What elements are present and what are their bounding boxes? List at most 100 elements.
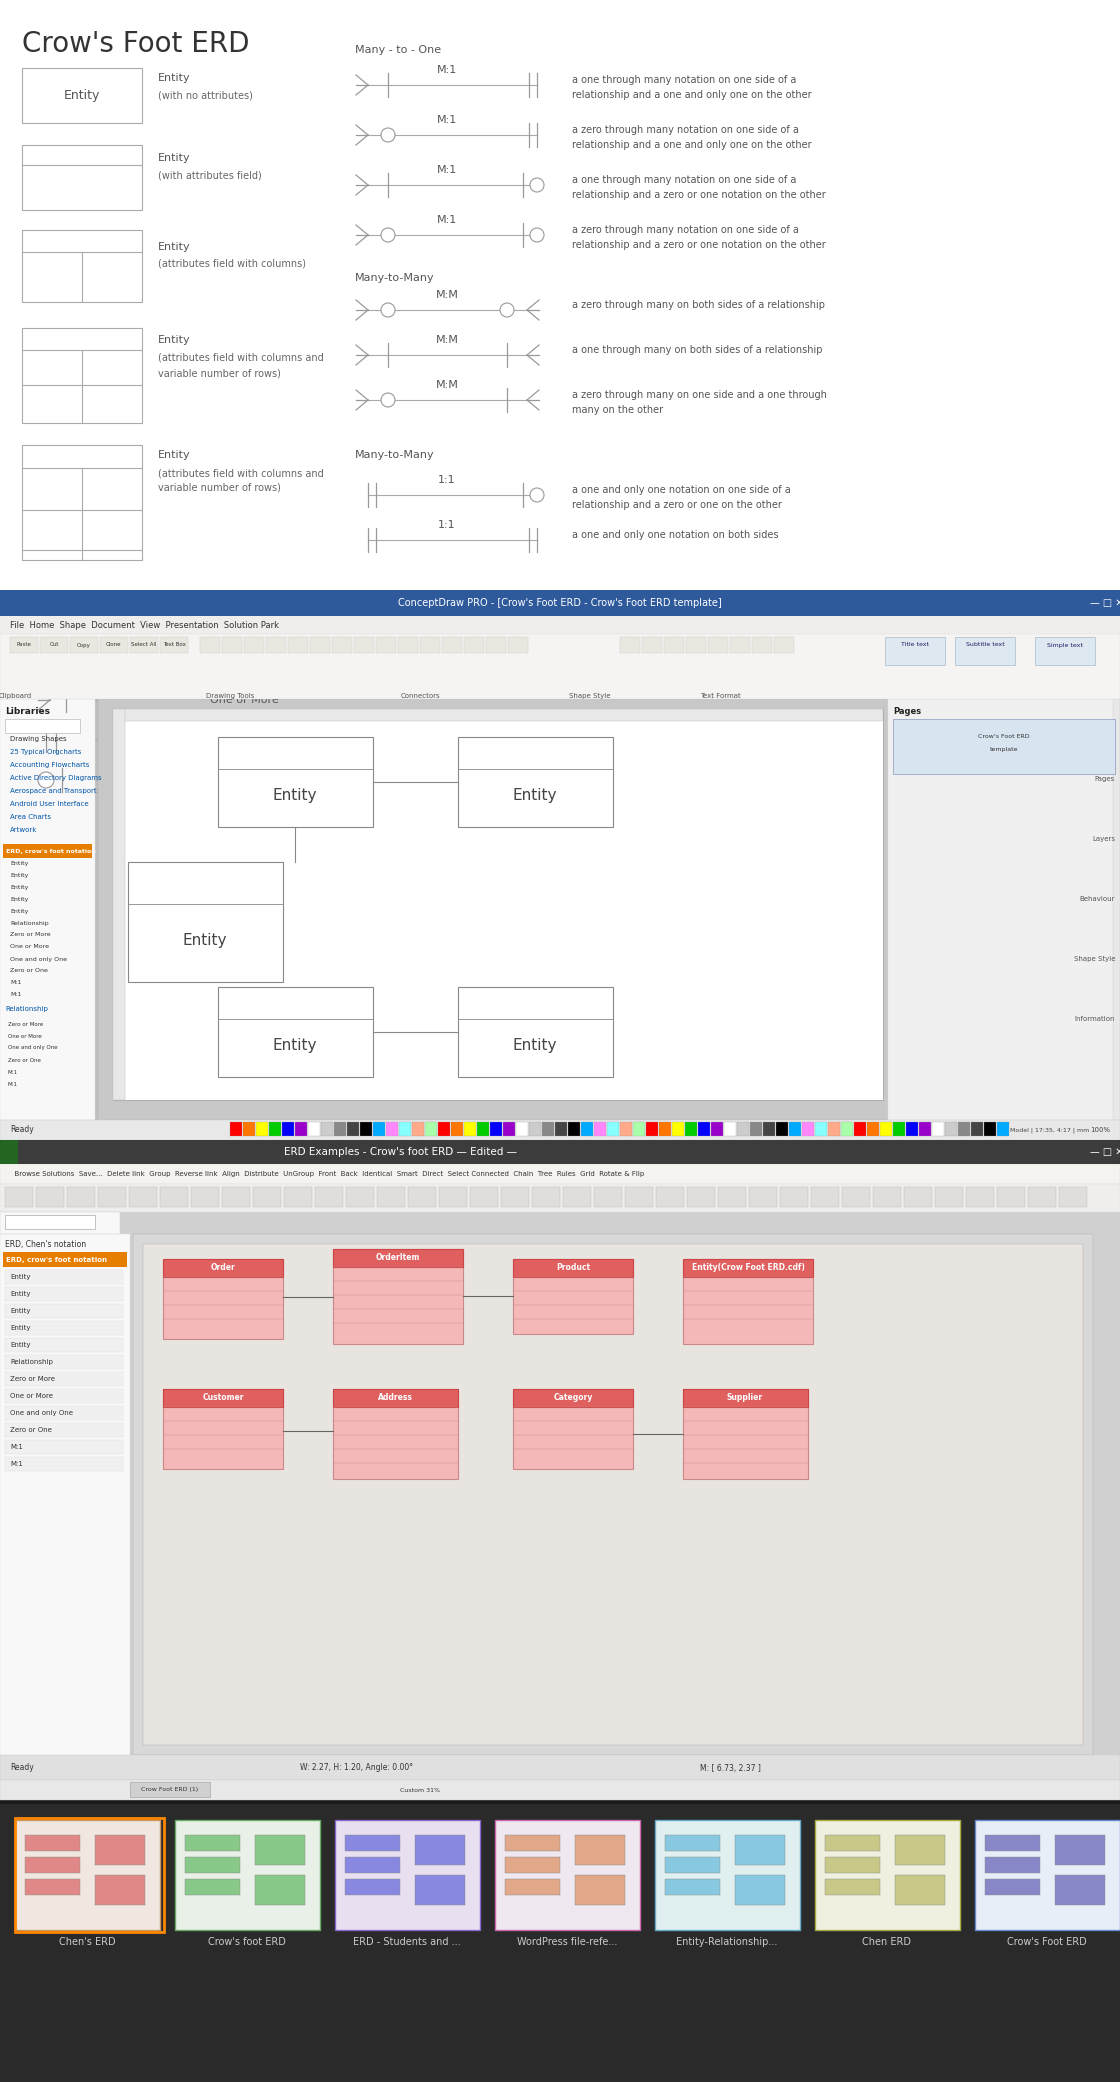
Bar <box>4 1441 123 1453</box>
Bar <box>895 1834 945 1865</box>
Bar <box>0 1212 120 1235</box>
Bar <box>4 1457 123 1472</box>
Bar <box>4 1216 95 1228</box>
Bar <box>439 1187 467 1208</box>
Text: ERD, crow's foot notation: ERD, crow's foot notation <box>6 1258 108 1264</box>
Bar <box>255 1834 305 1865</box>
Bar <box>22 146 142 210</box>
Bar <box>185 1834 240 1851</box>
Text: Many - to - One: Many - to - One <box>355 46 441 54</box>
Text: One or More: One or More <box>10 1393 53 1399</box>
Bar <box>828 1122 840 1137</box>
Text: a one through many notation on one side of a: a one through many notation on one side … <box>572 75 796 85</box>
Text: Entity: Entity <box>158 73 190 83</box>
Circle shape <box>500 304 514 316</box>
Text: Drawing Tools: Drawing Tools <box>206 693 254 700</box>
Circle shape <box>381 229 395 242</box>
Text: Custom 31%: Custom 31% <box>400 1788 440 1793</box>
Text: Pages: Pages <box>893 706 921 716</box>
Bar <box>885 637 945 664</box>
Bar <box>458 987 613 1076</box>
Text: a zero through many on both sides of a relationship: a zero through many on both sides of a r… <box>572 300 825 310</box>
Bar <box>25 1878 80 1895</box>
Bar <box>398 637 418 654</box>
Bar <box>67 1187 95 1208</box>
Text: (with no attributes): (with no attributes) <box>158 90 253 100</box>
Bar <box>25 1857 80 1874</box>
Bar <box>655 1820 800 1930</box>
Bar <box>253 1187 281 1208</box>
Text: Supplier: Supplier <box>727 1393 763 1403</box>
Bar <box>477 1122 489 1137</box>
Bar <box>501 1187 529 1208</box>
Bar <box>665 1857 720 1874</box>
Bar <box>0 1235 130 1780</box>
Bar <box>164 1260 283 1339</box>
Text: W: 2.27, H: 1.20, Angle: 0.00°: W: 2.27, H: 1.20, Angle: 0.00° <box>300 1763 413 1772</box>
Text: Customer: Customer <box>203 1393 244 1403</box>
Text: — □ ✕: — □ ✕ <box>1090 1147 1120 1158</box>
Circle shape <box>381 304 395 316</box>
Bar <box>625 1187 653 1208</box>
Bar <box>373 1122 385 1137</box>
Text: Entity: Entity <box>10 860 28 866</box>
Bar <box>825 1878 880 1895</box>
Bar <box>505 1834 560 1851</box>
Bar <box>532 1187 560 1208</box>
Bar <box>842 1187 870 1208</box>
Text: Order: Order <box>211 1264 235 1272</box>
Text: M:M: M:M <box>436 335 458 346</box>
Text: M:1: M:1 <box>437 214 457 225</box>
Text: (Cardinality and Modality): (Cardinality and Modality) <box>22 610 149 618</box>
Text: Chen's ERD: Chen's ERD <box>58 1936 115 1947</box>
Text: Chen ERD: Chen ERD <box>862 1936 912 1947</box>
Text: Entity: Entity <box>10 1274 30 1280</box>
Bar <box>386 1122 398 1137</box>
Bar <box>22 329 142 423</box>
Text: Relationships: Relationships <box>22 593 96 604</box>
Text: Entity: Entity <box>273 787 317 804</box>
Text: M:1: M:1 <box>10 1462 22 1468</box>
Bar <box>752 637 772 654</box>
Text: Entity: Entity <box>64 90 100 102</box>
Bar <box>255 1876 305 1905</box>
Bar <box>513 1260 633 1335</box>
Text: One or More: One or More <box>8 1033 41 1039</box>
Text: Drawing Shapes: Drawing Shapes <box>10 737 66 741</box>
Bar <box>737 1122 749 1137</box>
Bar <box>997 1122 1009 1137</box>
Bar <box>412 1122 424 1137</box>
Bar <box>222 1187 250 1208</box>
Text: Browse Solutions  Save...  Delete link  Group  Reverse link  Align  Distribute  : Browse Solutions Save... Delete link Gro… <box>10 1170 644 1176</box>
Text: Address: Address <box>377 1393 412 1403</box>
Text: M:1: M:1 <box>10 981 21 985</box>
Bar <box>69 637 99 654</box>
Bar <box>360 1122 372 1137</box>
Bar <box>4 1372 123 1387</box>
Bar <box>4 1355 123 1370</box>
Bar <box>0 1185 1120 1212</box>
Bar <box>218 987 373 1076</box>
Bar <box>160 637 188 654</box>
Bar <box>0 1801 1120 2082</box>
Text: Crow's foot ERD: Crow's foot ERD <box>208 1936 286 1947</box>
Bar <box>0 700 95 1120</box>
Bar <box>129 1187 157 1208</box>
Bar <box>333 1249 463 1268</box>
Bar <box>458 737 613 827</box>
Text: Aerospace and Transport: Aerospace and Transport <box>10 787 96 793</box>
Bar <box>310 637 330 654</box>
Text: Zero or More: Zero or More <box>8 1022 44 1026</box>
Bar <box>36 1187 64 1208</box>
Text: Select All: Select All <box>131 643 157 648</box>
Text: Text Box: Text Box <box>162 643 186 648</box>
Text: relationship and a zero or one notation on the other: relationship and a zero or one notation … <box>572 239 825 250</box>
Text: Entity(Crow Foot ERD.cdf): Entity(Crow Foot ERD.cdf) <box>691 1264 804 1272</box>
Text: WordPress file-refe...: WordPress file-refe... <box>516 1936 617 1947</box>
Bar <box>888 700 1120 1120</box>
Bar <box>642 637 662 654</box>
Bar <box>345 1834 400 1851</box>
Bar <box>788 1122 801 1137</box>
Bar <box>267 637 286 654</box>
Bar <box>130 1782 211 1797</box>
